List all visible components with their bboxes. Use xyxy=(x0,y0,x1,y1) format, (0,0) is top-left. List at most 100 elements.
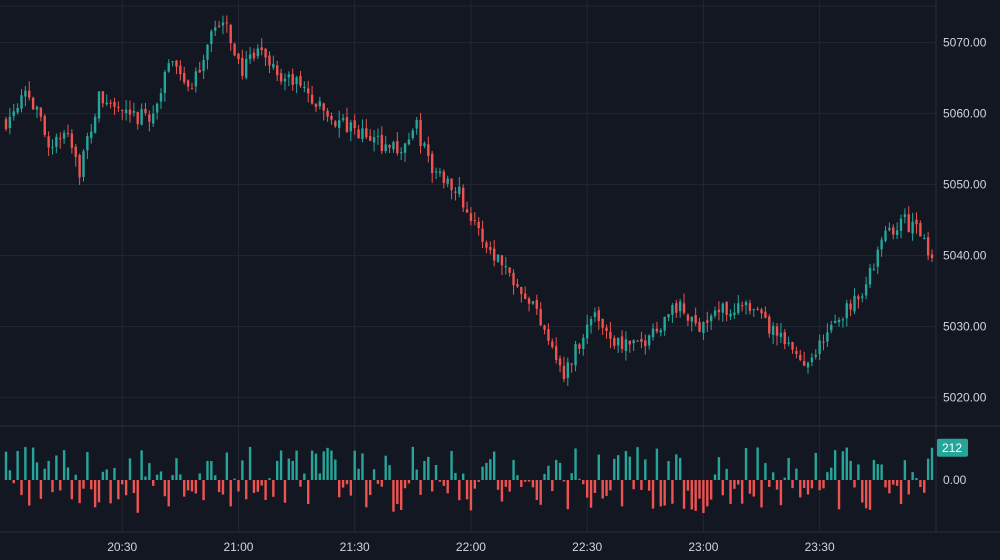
candle xyxy=(225,15,229,33)
candle-body xyxy=(620,336,624,349)
histogram-bar xyxy=(326,447,329,480)
candle xyxy=(907,206,910,233)
candle-body xyxy=(737,303,740,313)
histogram-bar xyxy=(117,480,120,500)
histogram-bar xyxy=(512,459,515,480)
candle xyxy=(86,132,89,160)
histogram-bar xyxy=(276,460,279,480)
histogram-bar xyxy=(361,453,364,480)
candle-body xyxy=(733,312,736,316)
histogram-bar xyxy=(179,474,182,480)
histogram-bar xyxy=(446,480,449,494)
candle xyxy=(454,187,457,201)
histogram-bar xyxy=(814,452,817,480)
candle xyxy=(349,119,353,142)
candle xyxy=(152,105,155,127)
candle-body xyxy=(403,143,407,153)
candle-body xyxy=(113,101,116,107)
histogram-bar xyxy=(214,475,217,480)
candle-body xyxy=(314,103,318,107)
candle-body xyxy=(582,337,585,350)
candle xyxy=(500,254,504,276)
candle xyxy=(845,299,848,327)
candle xyxy=(202,54,205,80)
candle-body xyxy=(264,48,267,58)
candle-body xyxy=(880,239,883,250)
candle-body xyxy=(268,55,271,66)
candle xyxy=(744,300,748,315)
histogram-bar xyxy=(175,458,178,480)
histogram-bar xyxy=(779,480,783,506)
histogram-bar xyxy=(547,465,550,480)
histogram-bar xyxy=(198,473,201,480)
candle xyxy=(582,334,585,356)
histogram-bar xyxy=(919,480,922,488)
candle-body xyxy=(566,362,569,379)
candle xyxy=(148,110,151,132)
candle xyxy=(303,81,306,93)
candle-body xyxy=(136,112,139,125)
candle-body xyxy=(334,121,337,127)
histogram-bar xyxy=(233,478,236,480)
candle xyxy=(51,139,54,155)
candle xyxy=(388,144,391,154)
candle xyxy=(864,276,868,300)
candle-body xyxy=(179,65,182,75)
candle-body xyxy=(217,25,221,27)
candle xyxy=(260,38,263,56)
candle xyxy=(291,68,294,91)
candle xyxy=(310,85,314,105)
histogram-bar xyxy=(574,448,577,480)
histogram-bar xyxy=(841,451,845,480)
candle xyxy=(8,107,12,135)
candle-body xyxy=(919,222,922,237)
candle-body xyxy=(47,136,50,148)
candle-body xyxy=(841,319,845,321)
candle xyxy=(314,103,318,112)
candle xyxy=(504,256,508,275)
candle xyxy=(601,318,604,335)
candle xyxy=(299,70,302,88)
histogram-bar xyxy=(295,450,298,480)
candle-body xyxy=(101,91,105,104)
candle-body xyxy=(721,303,724,313)
histogram-bar xyxy=(47,460,50,480)
candle xyxy=(78,153,81,185)
candle xyxy=(880,236,883,257)
candle xyxy=(605,324,608,339)
candle-body xyxy=(380,134,384,152)
histogram-bar xyxy=(202,480,205,501)
histogram-bar xyxy=(729,480,732,504)
candle-body xyxy=(523,293,527,299)
histogram-bar xyxy=(535,480,538,501)
candle xyxy=(43,114,46,138)
candle xyxy=(31,96,35,110)
candle xyxy=(384,135,387,154)
candle xyxy=(740,301,744,312)
time-tick-label: 21:00 xyxy=(223,540,253,554)
candle-body xyxy=(469,213,473,222)
candle-body xyxy=(926,237,930,256)
histogram-bar xyxy=(675,454,678,480)
candle-body xyxy=(771,325,775,335)
candle-body xyxy=(671,304,674,315)
histogram-bar xyxy=(194,480,198,494)
candle xyxy=(105,94,108,107)
oscillator-zero-label: 0.00 xyxy=(943,473,967,487)
candle xyxy=(651,323,655,341)
candle-body xyxy=(256,48,260,57)
candle xyxy=(663,316,666,336)
candle xyxy=(175,59,178,75)
candle xyxy=(415,116,418,135)
candle-body xyxy=(465,209,469,213)
histogram-bar xyxy=(365,480,368,508)
candle xyxy=(752,308,755,317)
candle-body xyxy=(799,354,802,360)
histogram-bar xyxy=(400,480,403,510)
candle-body xyxy=(775,326,779,336)
candle xyxy=(826,323,829,347)
candle xyxy=(90,123,93,144)
candle-body xyxy=(252,52,256,59)
